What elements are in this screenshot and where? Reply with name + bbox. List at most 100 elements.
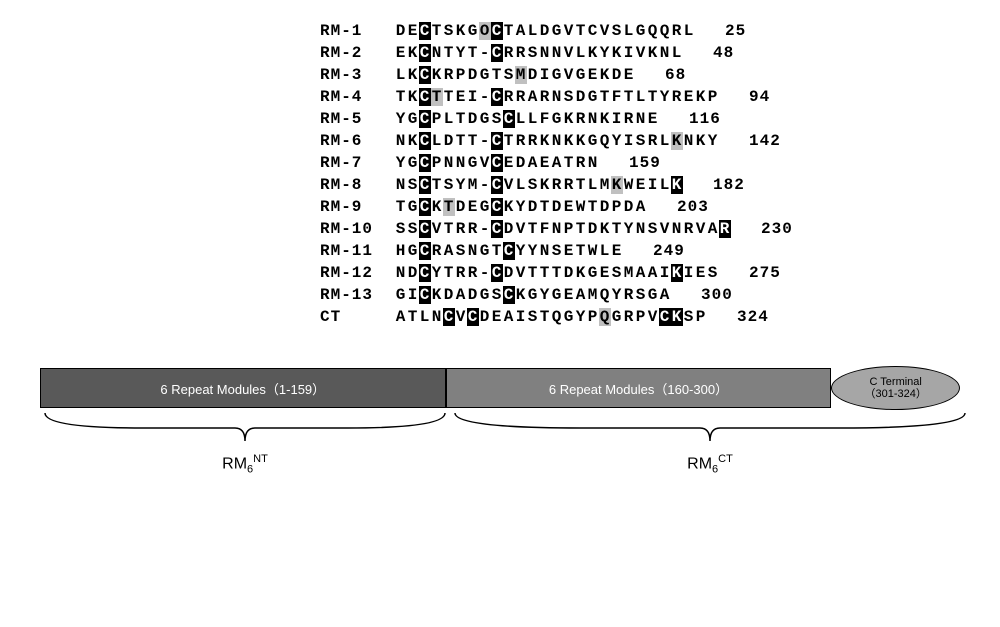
residue: Q [659, 22, 671, 40]
sequence-position: 324 [737, 308, 777, 326]
residue: T [527, 264, 539, 282]
residue: K [407, 132, 419, 150]
residue: R [455, 220, 467, 238]
sequence-content: DECTSKGOCTALDGVTCVSLGQQRL [395, 22, 695, 40]
residue: L [395, 66, 407, 84]
residue: G [563, 308, 575, 326]
sequence-label: RM-10 [320, 220, 395, 238]
residue: Y [527, 242, 539, 260]
residue: G [479, 242, 491, 260]
sequence-row: RM-1DECTSKGOCTALDGVTCVSLGQQRL25 [320, 20, 980, 42]
residue: A [635, 198, 647, 216]
residue: E [563, 286, 575, 304]
residue: R [515, 88, 527, 106]
residue: N [455, 154, 467, 172]
residue: L [515, 110, 527, 128]
residue: M [623, 264, 635, 282]
residue: E [563, 198, 575, 216]
residue: S [683, 308, 695, 326]
residue: T [491, 242, 503, 260]
residue: V [599, 22, 611, 40]
residue: L [587, 176, 599, 194]
residue: V [515, 220, 527, 238]
residue: R [671, 88, 683, 106]
residue: M [515, 66, 527, 84]
residue: G [587, 88, 599, 106]
residue: E [695, 264, 707, 282]
residue: R [467, 220, 479, 238]
residue: Y [611, 132, 623, 150]
residue: G [635, 22, 647, 40]
domain-box: 6 Repeat Modules（1-159） [40, 368, 446, 408]
residue: E [635, 176, 647, 194]
sequence-row: RM-13GICKDADGSCKGYGEAMQYRSGA300 [320, 284, 980, 306]
residue: E [491, 308, 503, 326]
residue: Y [623, 220, 635, 238]
residue: - [479, 264, 491, 282]
residue: S [455, 242, 467, 260]
residue: N [587, 110, 599, 128]
residue: E [395, 44, 407, 62]
sequence-content: EKCNTYT-CRRSNNVLKYKIVKNL [395, 44, 683, 62]
sequence-label: RM-9 [320, 198, 395, 216]
residue: Y [395, 154, 407, 172]
sequence-content: GICKDADGSCKGYGEAMQYRSGA [395, 286, 671, 304]
domain-diagram: 6 Repeat Modules（1-159）6 Repeat Modules（… [40, 368, 960, 473]
residue: D [587, 220, 599, 238]
residue: W [575, 198, 587, 216]
residue: K [599, 220, 611, 238]
sequence-row: RM-6NKCLDTT-CTRRKNKKGQYISRLKNKY142 [320, 130, 980, 152]
sequence-label: RM-2 [320, 44, 395, 62]
residue: P [431, 110, 443, 128]
residue: C [491, 264, 503, 282]
sequence-position: 25 [725, 22, 765, 40]
residue: R [431, 242, 443, 260]
residue: T [491, 66, 503, 84]
residue: T [623, 88, 635, 106]
residue: T [467, 132, 479, 150]
residue: S [527, 44, 539, 62]
residue: V [563, 66, 575, 84]
residue: A [515, 22, 527, 40]
residue: K [647, 44, 659, 62]
residue: S [635, 286, 647, 304]
residue: D [503, 220, 515, 238]
residue: K [407, 44, 419, 62]
curly-bracket [40, 413, 450, 448]
residue: N [395, 264, 407, 282]
residue: G [587, 264, 599, 282]
residue: D [407, 264, 419, 282]
residue: C [491, 88, 503, 106]
residue: N [683, 132, 695, 150]
sequence-row: RM-11HGCRASNGTCYYNSETWLE249 [320, 240, 980, 262]
residue: V [635, 44, 647, 62]
residue: D [623, 198, 635, 216]
residue: P [587, 308, 599, 326]
bracket-labels: RM6NTRM6CT [40, 413, 960, 473]
residue: E [503, 154, 515, 172]
residue: T [539, 198, 551, 216]
residue: R [623, 286, 635, 304]
residue: C [443, 308, 455, 326]
residue: D [551, 198, 563, 216]
residue: E [647, 110, 659, 128]
residue: E [467, 198, 479, 216]
residue: R [503, 44, 515, 62]
residue: K [695, 132, 707, 150]
residue: P [707, 88, 719, 106]
sequence-content: LKCKRPDGTSMDIGVGEKDE [395, 66, 635, 84]
residue: N [395, 132, 407, 150]
residue: C [419, 286, 431, 304]
residue: D [563, 264, 575, 282]
residue: R [455, 264, 467, 282]
residue: D [467, 66, 479, 84]
residue: V [515, 264, 527, 282]
residue: T [443, 44, 455, 62]
residue: E [563, 242, 575, 260]
residue: Q [599, 286, 611, 304]
residue: R [443, 66, 455, 84]
residue: C [419, 198, 431, 216]
sequence-content: YGCPNNGVCEDAEATRN [395, 154, 599, 172]
residue: S [611, 264, 623, 282]
residue: N [671, 220, 683, 238]
